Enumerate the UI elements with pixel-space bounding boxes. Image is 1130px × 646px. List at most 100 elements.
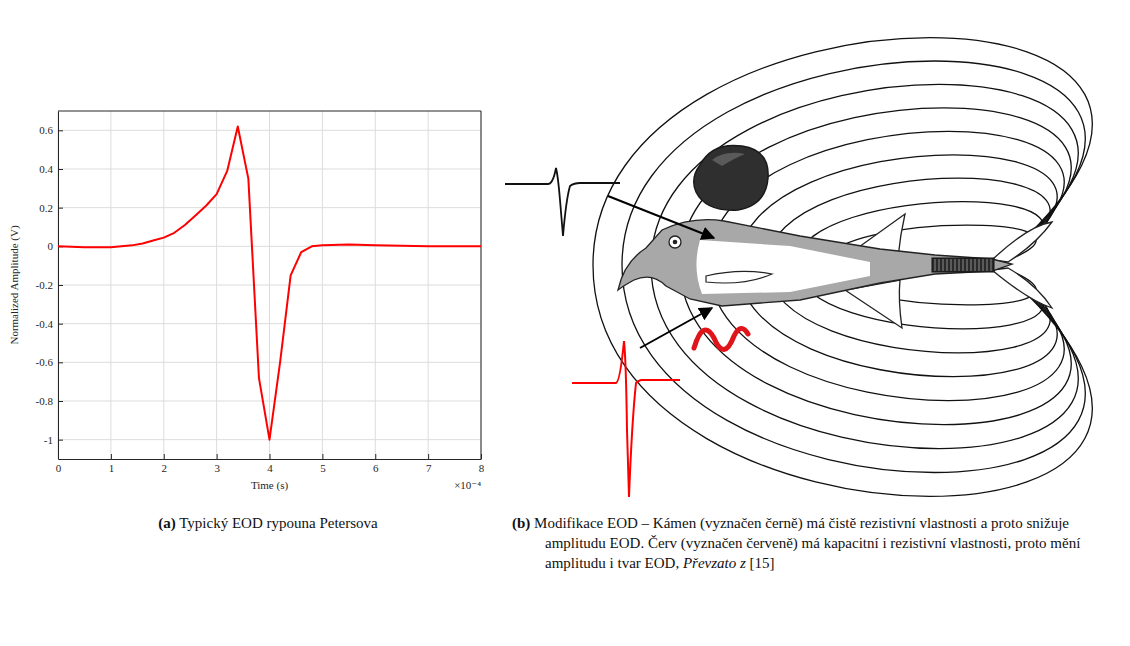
organ-stripe bbox=[955, 259, 956, 271]
organ-stripe bbox=[963, 259, 964, 271]
panel-letter: (a) bbox=[158, 515, 176, 532]
frame bbox=[58, 111, 481, 112]
x-tick: 6 bbox=[373, 454, 379, 474]
y-tick: 0.2 bbox=[39, 202, 63, 214]
stone bbox=[694, 145, 768, 210]
y-tick-mark bbox=[58, 169, 63, 170]
field-lines bbox=[593, 38, 1092, 497]
organ-stripe bbox=[967, 259, 968, 271]
x-tick: 3 bbox=[214, 454, 220, 474]
caption-word: (vyznačen bbox=[696, 515, 762, 532]
caption-line: amplitudu EOD. Červ (vyznačen červeně) m… bbox=[545, 535, 1080, 552]
caption-b: (b) Modifikace EOD – Kámen (vyznačen čer… bbox=[512, 515, 1080, 571]
caption-word: vlastnosti bbox=[916, 515, 977, 531]
y-tick-mark bbox=[58, 401, 63, 402]
caption-word: [15] bbox=[746, 555, 775, 571]
x-tick-label: 7 bbox=[426, 462, 432, 474]
chart-panel: 012345678-1-0.8-0.6-0.4-0.200.20.40.6Tim… bbox=[8, 111, 485, 492]
waveform-black bbox=[505, 168, 620, 236]
x-tick-mark bbox=[111, 454, 112, 459]
grid bbox=[58, 111, 481, 459]
fish-body bbox=[618, 220, 1012, 306]
caption-word: má bbox=[803, 515, 825, 531]
diagram-panel bbox=[505, 38, 1092, 497]
caption-word: – bbox=[638, 515, 650, 531]
caption-word: amplitudu bbox=[545, 555, 606, 571]
x-axis-line bbox=[59, 459, 482, 460]
caption-word: vlastnosti, bbox=[946, 535, 1011, 551]
x-tick-mark bbox=[322, 454, 323, 459]
data-line bbox=[58, 126, 481, 439]
x-tick-label: 5 bbox=[320, 462, 326, 474]
y-axis-title: Normalized Amplitude (V) bbox=[8, 225, 21, 344]
x-tick: 4 bbox=[267, 454, 273, 474]
caption-word: Převzato bbox=[679, 555, 737, 571]
x-tick-label: 6 bbox=[373, 462, 379, 474]
caption-word: proto bbox=[1011, 535, 1046, 551]
panel-letter: (b) bbox=[512, 515, 530, 532]
y-tick: 0.4 bbox=[39, 163, 63, 175]
figure: 012345678-1-0.8-0.6-0.4-0.200.20.40.6Tim… bbox=[0, 0, 1130, 646]
y-tick-mark bbox=[58, 285, 63, 286]
fish-eye bbox=[669, 236, 681, 248]
plot-area bbox=[58, 126, 481, 439]
x-tick-mark bbox=[164, 454, 165, 459]
grid-line-y bbox=[58, 207, 481, 208]
y-tick-mark bbox=[58, 208, 63, 209]
organ-stripe bbox=[935, 259, 936, 271]
grid-line-x bbox=[481, 111, 482, 459]
y-tick: -1 bbox=[44, 434, 63, 446]
y-tick-label: 0.4 bbox=[39, 163, 53, 175]
organ-stripe bbox=[939, 259, 940, 271]
x-tick-label: 1 bbox=[109, 462, 115, 474]
y-tick-label: -1 bbox=[44, 434, 53, 446]
y-tick-mark bbox=[58, 324, 63, 325]
x-axis-exponent: ×10⁻⁴ bbox=[454, 479, 481, 491]
caption-word: amplitudu bbox=[545, 535, 606, 551]
caption-word: černě) bbox=[762, 515, 803, 532]
caption-word: kapacitní bbox=[820, 535, 879, 551]
x-tick: 8 bbox=[479, 454, 485, 474]
fish-belly bbox=[696, 240, 870, 294]
x-tick-mark bbox=[217, 454, 218, 459]
y-tick-label: -0.4 bbox=[36, 318, 54, 330]
organ-stripe bbox=[947, 259, 948, 271]
electric-organ bbox=[932, 258, 994, 272]
y-tick: -0.6 bbox=[36, 356, 63, 368]
y-axis: -1-0.8-0.6-0.4-0.200.20.40.6 bbox=[36, 112, 63, 460]
organ-stripe bbox=[991, 259, 992, 271]
x-tick-label: 0 bbox=[56, 462, 62, 474]
organ-stripe bbox=[983, 259, 984, 271]
y-tick: -0.8 bbox=[36, 395, 63, 407]
x-tick-mark bbox=[375, 454, 376, 459]
stone-highlight bbox=[712, 153, 745, 166]
grid-line-y bbox=[58, 169, 481, 170]
y-tick-label: -0.8 bbox=[36, 395, 54, 407]
x-tick: 5 bbox=[320, 454, 326, 474]
organ-stripe bbox=[959, 259, 960, 271]
caption-word: rezistivní bbox=[887, 535, 947, 551]
organ-stripe bbox=[971, 259, 972, 271]
grid-line-y bbox=[58, 130, 481, 131]
worm bbox=[694, 328, 748, 349]
caption-word: Červ bbox=[644, 535, 677, 551]
caption-word: proto bbox=[987, 515, 1022, 531]
field-line bbox=[651, 84, 1078, 448]
y-tick-mark bbox=[58, 130, 63, 131]
caption-word: z bbox=[736, 555, 746, 571]
organ-stripe bbox=[975, 259, 976, 271]
arrow bbox=[640, 308, 712, 348]
caption-word: EOD. bbox=[606, 535, 644, 551]
y-tick-label: 0 bbox=[48, 240, 54, 252]
grid-line-y bbox=[58, 401, 481, 402]
caption-word: tvar bbox=[614, 555, 641, 571]
x-tick: 7 bbox=[426, 454, 432, 474]
x-axis: 012345678 bbox=[56, 454, 485, 474]
caption-word: i bbox=[606, 555, 614, 571]
x-tick-label: 4 bbox=[267, 462, 273, 474]
y-tick-label: 0.2 bbox=[39, 202, 53, 214]
tail-fin-upper bbox=[992, 222, 1052, 262]
field-line bbox=[593, 38, 1092, 497]
caption-word: i bbox=[879, 535, 887, 551]
caption-text: Typický EOD rypouna Petersova bbox=[176, 515, 378, 531]
